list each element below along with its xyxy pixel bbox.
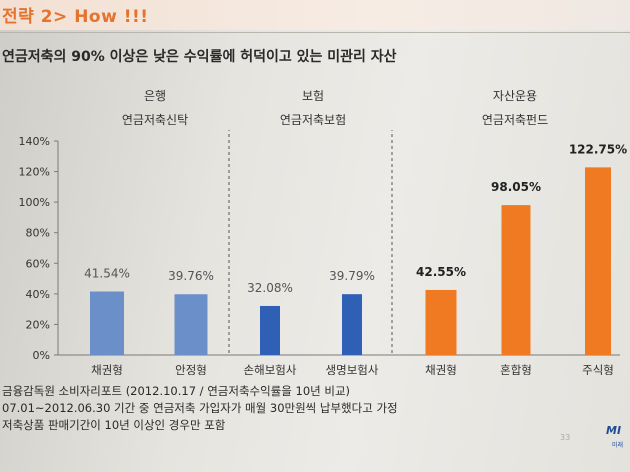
group-label-insurance-line1: 보험 [301,89,325,103]
headline: 연금저축의 90% 이상은 낮은 수익률에 허덕이고 있는 미관리 자산 [2,49,397,65]
bar-fund [425,289,457,355]
group-label-insurance-line2: 연금저축보험 [279,113,347,127]
y-tick-label: 20% [26,318,50,331]
footer-note-condition: 저축상품 판매기간이 10년 이상인 경우만 포함 [2,418,226,432]
page-number: 33 [560,433,571,442]
y-tick-label: 100% [19,196,50,209]
group-label-insurance: 보험 연금저축보험 [258,86,368,130]
header-title: 전략 2> How !!! [2,7,149,27]
bar-fund [585,167,611,355]
y-tick-label: 0% [33,349,50,362]
y-tick-label: 120% [19,166,50,179]
x-category-label: 손해보험사 [244,363,297,375]
header-divider [0,32,630,33]
x-category-label: 생명보험사 [326,363,379,375]
bar-value-label: 42.55% [416,265,466,279]
x-category-label: 채권형 [425,363,457,375]
bar-insurance [260,305,280,355]
bar-fund [501,205,531,355]
group-label-bank-line2: 연금저축신탁 [121,113,189,127]
footer-note-period: 07.01~2012.06.30 기간 중 연금저축 가입자가 매월 30만원씩… [2,401,398,415]
header-strip [0,0,630,30]
x-category-label: 혼합형 [500,363,532,375]
bar-value-label: 39.76% [168,269,214,283]
y-tick-label: 60% [26,257,50,270]
x-category-label: 안정형 [175,363,207,375]
company-logo-sub: 미래 [612,442,624,449]
group-label-fund-line2: 연금저축펀드 [481,113,549,127]
bar-value-label: 32.08% [247,281,293,295]
y-tick-label: 140% [19,135,50,148]
footer-source: 금융감독원 소비자리포트 (2012.10.17 / 연금저축수익률을 10년 … [2,384,351,398]
y-tick-label: 80% [26,227,50,240]
bar-value-label: 39.79% [329,269,375,283]
bar-chart: 0% 20% 40% 60% 80% 100% 120% 140% 41.54% 채권형 39.76… [19,130,627,375]
group-label-fund-line1: 자산운용 [492,89,538,103]
bar-value-label: 41.54% [84,267,130,281]
bar-insurance [342,294,362,355]
bar-bank [174,294,208,355]
company-logo: MI [606,424,622,437]
bar-value-label: 98.05% [491,180,541,194]
group-label-bank-line1: 은행 [143,89,167,103]
x-category-label: 주식형 [582,363,614,375]
bar-bank [90,291,124,355]
x-category-label: 채권형 [91,363,123,375]
group-label-fund: 자산운용 연금저축펀드 [455,86,575,130]
bar-value-label: 122.75% [569,142,627,156]
group-label-bank: 은행 연금저축신탁 [105,86,205,130]
y-tick-label: 40% [26,288,50,301]
